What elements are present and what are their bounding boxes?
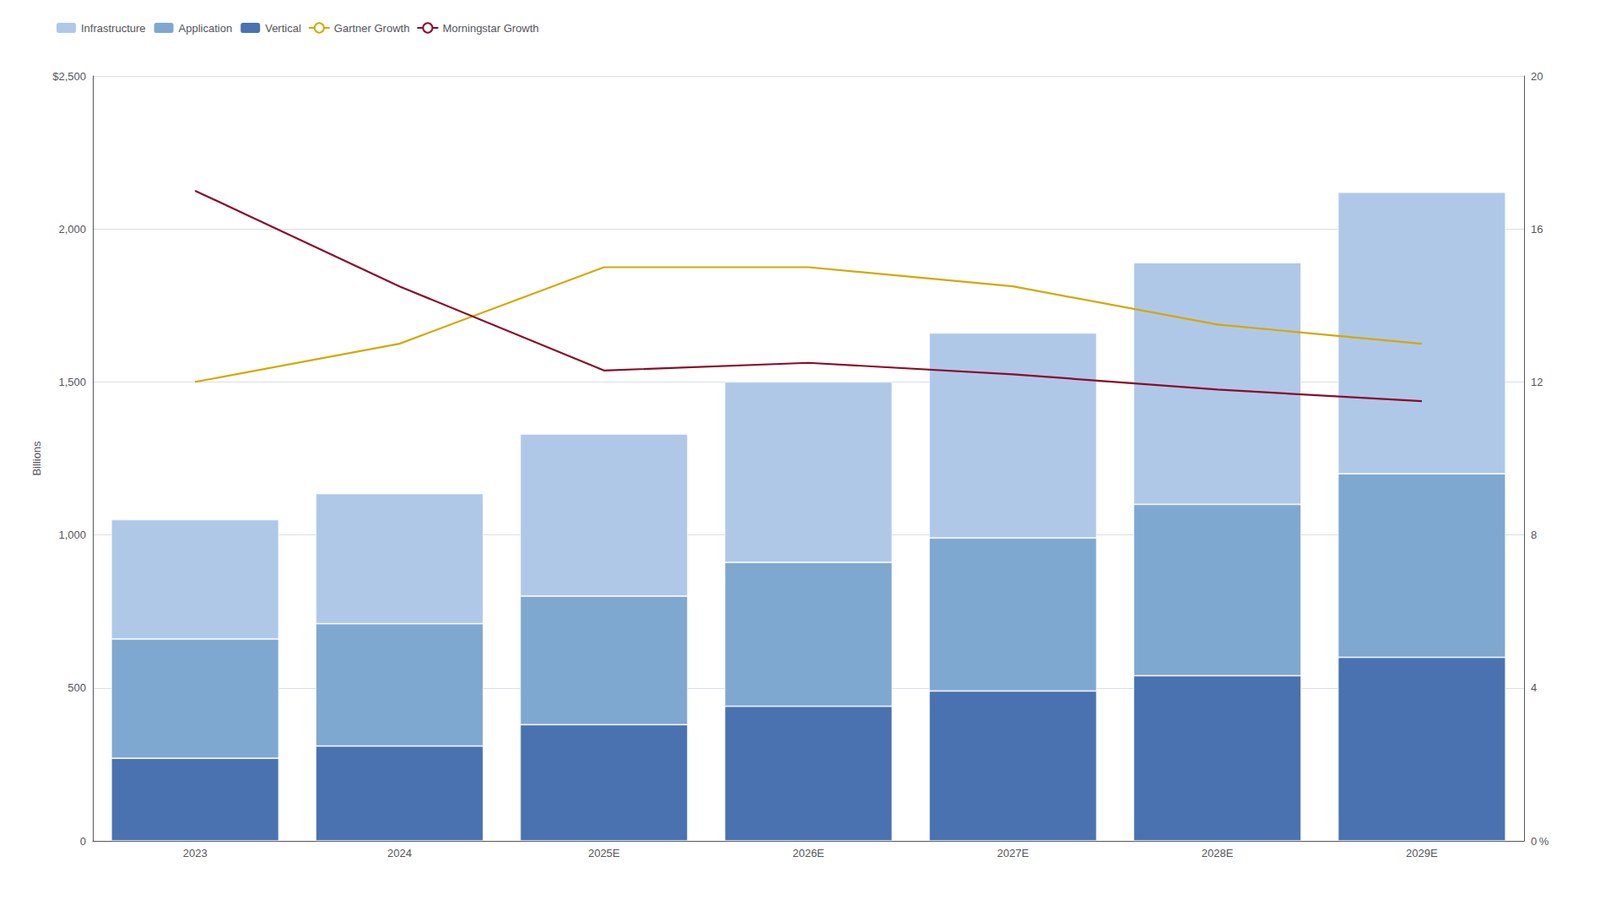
svg-text:12: 12 [1530,375,1543,389]
svg-text:2026E: 2026E [792,846,825,860]
svg-text:Morningstar Growth: Morningstar Growth [442,21,539,35]
svg-text:2027E: 2027E [996,846,1029,860]
svg-text:Gartner Growth: Gartner Growth [334,21,411,35]
svg-text:Billions: Billions [30,440,44,476]
svg-text:4: 4 [1530,681,1537,694]
svg-text:1,500: 1,500 [58,375,87,389]
svg-text:2023: 2023 [183,846,208,860]
svg-text:2,000: 2,000 [58,222,87,236]
svg-text:1,000: 1,000 [58,528,87,541]
svg-text:500: 500 [67,681,87,694]
svg-text:Application: Application [178,21,233,35]
svg-text:Infrastructure: Infrastructure [81,21,146,35]
svg-text:16: 16 [1530,222,1543,236]
svg-text:20: 20 [1530,70,1543,83]
svg-text:Vertical: Vertical [264,21,302,35]
svg-text:2028E: 2028E [1201,846,1234,860]
svg-text:2025E: 2025E [588,846,621,860]
svg-text:$2,500: $2,500 [52,70,87,83]
svg-text:0: 0 [80,834,87,848]
svg-text:0 %: 0 % [1530,834,1550,848]
svg-text:2024: 2024 [387,846,412,860]
svg-text:2029E: 2029E [1405,846,1438,860]
svg-text:8: 8 [1530,528,1537,541]
